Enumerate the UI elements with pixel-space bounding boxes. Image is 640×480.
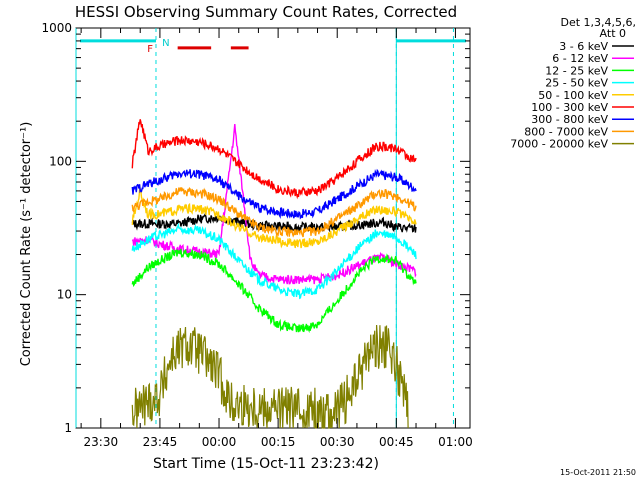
y-tick-label: 1000 (41, 21, 72, 35)
legend-entry-label: 25 - 50 keV (545, 77, 608, 90)
x-axis-label: Start Time (15-Oct-11 23:23:42) (153, 456, 379, 472)
legend-header-2: Att 0 (600, 27, 626, 40)
legend-entry-label: 6 - 12 keV (552, 52, 608, 65)
y-tick-label: 10 (57, 288, 72, 302)
legend-entry-label: 7000 - 20000 keV (510, 138, 608, 151)
legend-entry-label: 300 - 800 keV (531, 113, 608, 126)
series-line (131, 212, 417, 233)
legend-entry-label: 50 - 100 keV (538, 89, 608, 102)
legend-entry-label: 100 - 300 keV (531, 101, 608, 114)
x-tick-label: 00:45 (379, 435, 414, 449)
x-tick-label: 00:15 (261, 435, 296, 449)
plot-area: FN (75, 27, 471, 429)
y-tick-label: 1 (64, 421, 72, 435)
x-tick-label: 01:00 (438, 435, 473, 449)
series-line (131, 186, 417, 238)
y-tick-label: 100 (49, 154, 72, 168)
series-line (131, 119, 417, 200)
x-tick-label: 00:00 (202, 435, 237, 449)
x-tick-label: 00:30 (320, 435, 355, 449)
y-axis-label: Corrected Count Rate (s⁻¹ detector⁻¹) (19, 122, 34, 367)
legend-entry-label: 12 - 25 keV (545, 64, 608, 77)
series-line (131, 248, 417, 334)
chart-title: HESSI Observing Summary Count Rates, Cor… (75, 3, 457, 21)
series-line (131, 168, 417, 220)
flare-flag-label: F (147, 44, 153, 55)
series-line (131, 124, 417, 285)
x-tick-label: 23:30 (84, 435, 119, 449)
series-line (131, 324, 409, 429)
x-tick-label: 23:45 (143, 435, 178, 449)
series-line (131, 222, 417, 300)
night-flag-label: N (162, 38, 169, 49)
y-axis: 1 10 100 1000 (41, 21, 470, 435)
legend-header-1: Det 1,3,4,5,6, (560, 16, 636, 29)
timestamp: 15-Oct-2011 21:50 (560, 468, 636, 477)
legend-entry-label: 800 - 7000 keV (524, 125, 608, 138)
series-line (131, 186, 417, 249)
x-axis: 23:30 23:45 00:00 00:15 00:30 00:45 01:00 (80, 28, 473, 449)
legend-entry-label: 3 - 6 keV (559, 40, 608, 53)
